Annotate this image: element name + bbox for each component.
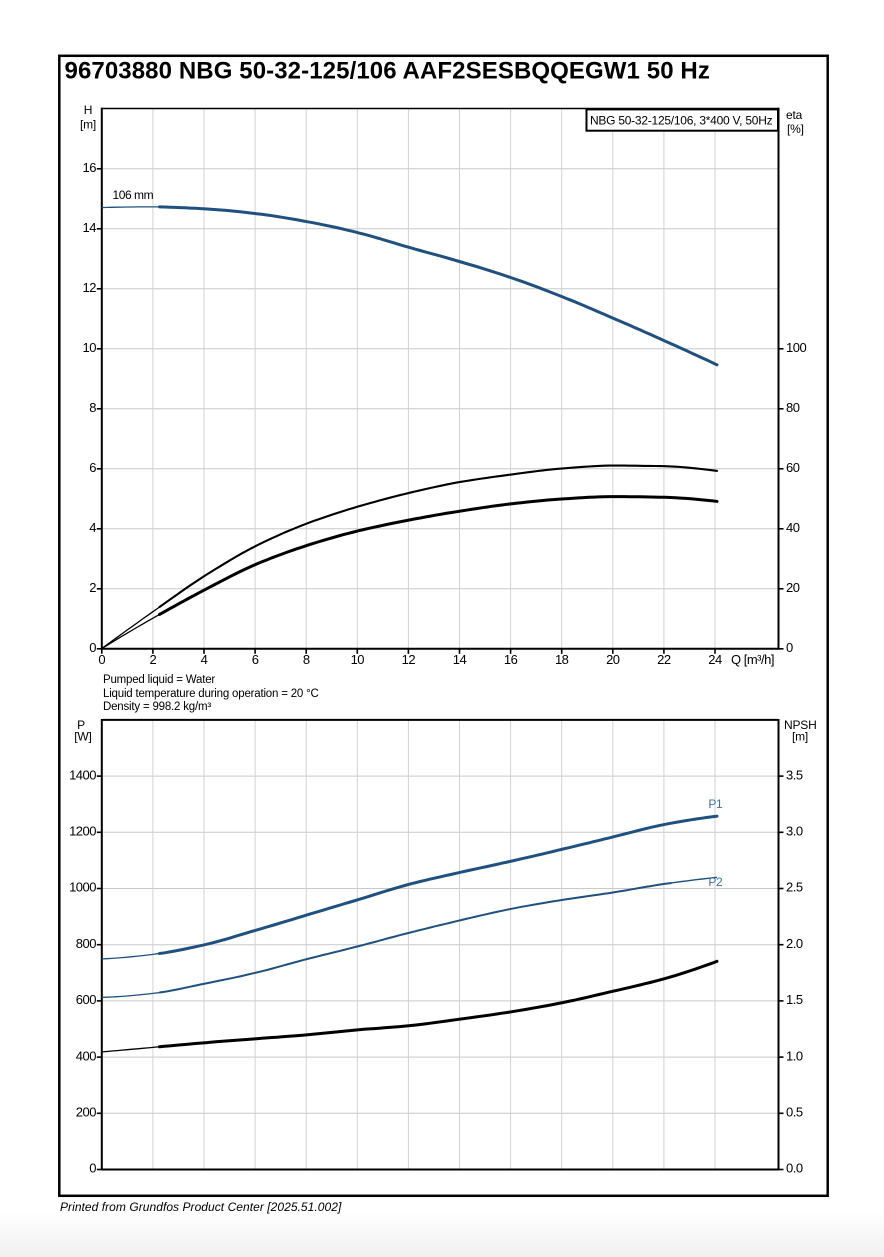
svg-text:200: 200 bbox=[76, 1105, 96, 1120]
svg-text:100: 100 bbox=[786, 340, 806, 355]
svg-text:NPSH: NPSH bbox=[784, 718, 817, 732]
svg-text:400: 400 bbox=[76, 1048, 96, 1063]
svg-text:3.0: 3.0 bbox=[786, 824, 803, 839]
svg-text:40: 40 bbox=[786, 520, 800, 535]
svg-text:[m]: [m] bbox=[80, 118, 96, 132]
svg-text:[%]: [%] bbox=[787, 122, 804, 136]
svg-text:1.5: 1.5 bbox=[786, 992, 803, 1007]
svg-text:12: 12 bbox=[83, 280, 97, 295]
svg-text:1000: 1000 bbox=[69, 880, 96, 895]
svg-text:60: 60 bbox=[786, 460, 800, 475]
svg-text:eta: eta bbox=[786, 108, 803, 122]
svg-text:Pumped liquid = Water: Pumped liquid = Water bbox=[103, 674, 215, 686]
svg-text:8: 8 bbox=[303, 652, 310, 667]
svg-text:NBG 50-32-125/106, 3*400 V, 50: NBG 50-32-125/106, 3*400 V, 50Hz bbox=[590, 113, 773, 127]
svg-text:10: 10 bbox=[83, 340, 97, 355]
svg-text:106 mm: 106 mm bbox=[113, 188, 154, 202]
svg-text:80: 80 bbox=[786, 400, 800, 415]
svg-text:0: 0 bbox=[89, 640, 96, 655]
svg-text:2: 2 bbox=[150, 652, 157, 667]
svg-text:6: 6 bbox=[252, 652, 259, 667]
svg-text:0: 0 bbox=[89, 1161, 96, 1176]
svg-text:3.5: 3.5 bbox=[786, 767, 803, 782]
svg-text:0: 0 bbox=[98, 652, 105, 667]
svg-text:12: 12 bbox=[402, 652, 416, 667]
svg-text:H: H bbox=[84, 103, 92, 117]
svg-text:14: 14 bbox=[83, 220, 97, 235]
svg-text:2: 2 bbox=[89, 580, 96, 595]
svg-text:22: 22 bbox=[657, 652, 671, 667]
svg-text:18: 18 bbox=[555, 652, 569, 667]
svg-text:P2: P2 bbox=[708, 875, 723, 889]
svg-text:24: 24 bbox=[708, 652, 722, 667]
svg-text:16: 16 bbox=[83, 160, 97, 175]
svg-text:P: P bbox=[77, 718, 85, 732]
svg-text:16: 16 bbox=[504, 652, 518, 667]
svg-text:4: 4 bbox=[89, 520, 96, 535]
svg-text:[m]: [m] bbox=[792, 730, 808, 744]
svg-text:0: 0 bbox=[786, 640, 793, 655]
svg-text:Q [m³/h]: Q [m³/h] bbox=[731, 652, 774, 667]
svg-text:[W]: [W] bbox=[74, 730, 91, 744]
svg-text:800: 800 bbox=[76, 936, 96, 951]
svg-text:2.5: 2.5 bbox=[786, 880, 803, 895]
svg-text:10: 10 bbox=[351, 652, 365, 667]
svg-text:2.0: 2.0 bbox=[786, 936, 803, 951]
svg-text:96703880 NBG 50-32-125/106 AAF: 96703880 NBG 50-32-125/106 AAF2SESBQQEGW… bbox=[65, 58, 710, 85]
svg-text:6: 6 bbox=[89, 460, 96, 475]
svg-text:20: 20 bbox=[606, 652, 620, 667]
svg-text:1.0: 1.0 bbox=[786, 1048, 803, 1063]
svg-text:1400: 1400 bbox=[69, 767, 96, 782]
svg-text:8: 8 bbox=[89, 400, 96, 415]
svg-text:14: 14 bbox=[453, 652, 467, 667]
svg-text:4: 4 bbox=[201, 652, 208, 667]
svg-text:1200: 1200 bbox=[69, 824, 96, 839]
svg-text:20: 20 bbox=[786, 580, 800, 595]
svg-text:Printed from Grundfos Product: Printed from Grundfos Product Center [20… bbox=[60, 1200, 342, 1214]
svg-text:600: 600 bbox=[76, 992, 96, 1007]
svg-text:Density = 998.2 kg/m³: Density = 998.2 kg/m³ bbox=[103, 701, 211, 713]
svg-text:0.0: 0.0 bbox=[786, 1161, 803, 1176]
svg-text:Liquid temperature during oper: Liquid temperature during operation = 20… bbox=[103, 688, 319, 700]
svg-text:0.5: 0.5 bbox=[786, 1105, 803, 1120]
svg-text:P1: P1 bbox=[708, 797, 723, 811]
